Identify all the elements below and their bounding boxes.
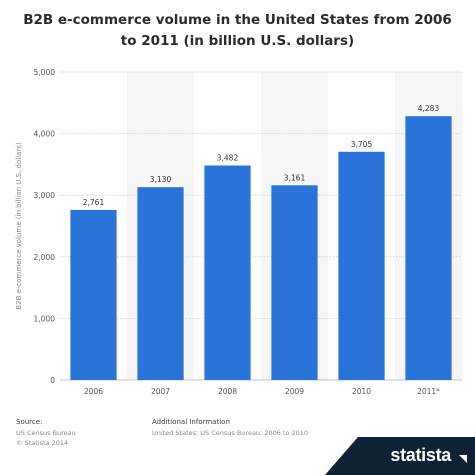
bar <box>204 165 251 380</box>
bar <box>271 185 318 380</box>
copyright-text: © Statista 2014 <box>16 439 69 447</box>
value-label: 3,705 <box>351 140 373 149</box>
y-tick-label: 0 <box>50 376 55 385</box>
source-heading: Source: <box>16 418 43 426</box>
y-tick-label: 2,000 <box>34 253 56 262</box>
bar <box>137 187 184 380</box>
statista-logo-icon <box>459 455 467 463</box>
bar <box>338 151 385 380</box>
additional-info-text: United States; US Census Bureau; 2006 to… <box>152 429 309 437</box>
y-tick-label: 4,000 <box>34 130 56 139</box>
value-label: 4,283 <box>418 104 440 113</box>
value-label: 2,761 <box>83 198 105 207</box>
chart-title: B2B e-commerce volume in the United Stat… <box>23 12 452 49</box>
x-tick-label: 2011* <box>417 387 440 396</box>
y-tick-label: 1,000 <box>34 314 56 323</box>
x-tick-label: 2010 <box>352 387 371 396</box>
x-tick-label: 2007 <box>151 387 170 396</box>
bar-chart: 0 1,000 2,000 3,000 4,000 5,000 2,761 2006 3,130… <box>15 68 462 396</box>
y-tick-label: 5,000 <box>34 68 56 77</box>
source-name[interactable]: US Census Bureau <box>16 429 76 437</box>
value-label: 3,482 <box>217 154 239 163</box>
bar <box>405 116 452 380</box>
footer: Source: US Census Bureau © Statista 2014… <box>0 414 475 475</box>
value-label: 3,130 <box>150 175 172 184</box>
x-tick-label: 2009 <box>285 387 304 396</box>
y-axis-title: B2B e-commerce volume (in billion U.S. d… <box>15 142 23 310</box>
value-label: 3,161 <box>284 173 306 182</box>
x-tick-label: 2008 <box>218 387 237 396</box>
statista-logo-text[interactable]: statista <box>390 445 451 465</box>
bar <box>70 209 117 380</box>
x-tick-label: 2006 <box>84 387 103 396</box>
y-tick-label: 3,000 <box>34 191 56 200</box>
additional-info-heading: Additional Information <box>152 418 230 426</box>
